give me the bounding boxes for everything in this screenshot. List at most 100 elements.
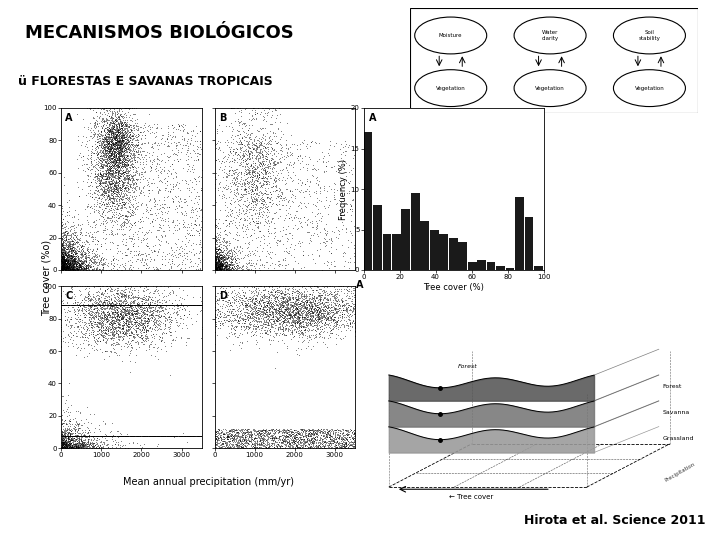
Point bbox=[104, 167, 116, 176]
Point bbox=[108, 187, 120, 196]
Point bbox=[214, 259, 225, 267]
Point bbox=[327, 436, 338, 445]
Point bbox=[128, 121, 140, 130]
Point bbox=[284, 313, 296, 321]
Point bbox=[323, 433, 335, 442]
Point bbox=[274, 442, 285, 451]
Point bbox=[119, 301, 130, 309]
Point bbox=[175, 432, 186, 441]
Point bbox=[107, 332, 119, 340]
Point bbox=[144, 300, 156, 309]
Point bbox=[113, 123, 125, 131]
Point bbox=[98, 313, 109, 321]
Point bbox=[297, 425, 308, 434]
Point bbox=[103, 133, 114, 141]
Point bbox=[148, 288, 159, 297]
Point bbox=[61, 257, 73, 266]
Point bbox=[81, 442, 92, 451]
Point bbox=[123, 320, 135, 329]
Point bbox=[57, 233, 68, 241]
Point bbox=[135, 309, 146, 318]
Point bbox=[102, 282, 113, 291]
Point bbox=[250, 201, 261, 210]
Point bbox=[176, 301, 188, 309]
Point bbox=[97, 159, 109, 168]
Point bbox=[231, 322, 243, 330]
Point bbox=[222, 138, 233, 146]
Point bbox=[121, 191, 132, 200]
Point bbox=[296, 304, 307, 313]
Point bbox=[210, 263, 222, 272]
Point bbox=[61, 253, 73, 261]
Point bbox=[184, 140, 196, 149]
Point bbox=[239, 176, 251, 184]
Point bbox=[102, 261, 114, 270]
Point bbox=[108, 259, 120, 267]
Point bbox=[240, 325, 251, 334]
Point bbox=[339, 430, 351, 439]
Point bbox=[120, 171, 132, 179]
Point bbox=[110, 166, 122, 174]
Point bbox=[251, 154, 262, 163]
Point bbox=[254, 299, 266, 307]
Point bbox=[343, 286, 354, 295]
Point bbox=[98, 168, 109, 177]
Point bbox=[77, 251, 89, 260]
Point bbox=[102, 169, 113, 178]
Point bbox=[121, 301, 132, 309]
Point bbox=[282, 311, 293, 320]
Point bbox=[117, 135, 129, 144]
Point bbox=[73, 435, 85, 444]
Point bbox=[274, 328, 286, 337]
Point bbox=[133, 301, 145, 309]
Point bbox=[105, 126, 117, 134]
Point bbox=[241, 222, 253, 231]
Point bbox=[81, 255, 92, 264]
Point bbox=[255, 316, 266, 325]
Point bbox=[230, 202, 241, 211]
Point bbox=[72, 265, 84, 274]
Point bbox=[150, 311, 162, 320]
Point bbox=[273, 434, 284, 442]
Point bbox=[66, 432, 78, 441]
Point bbox=[209, 264, 220, 272]
Point bbox=[134, 223, 145, 232]
Point bbox=[255, 159, 266, 168]
Point bbox=[107, 171, 118, 179]
Point bbox=[92, 170, 104, 178]
Point bbox=[94, 193, 105, 202]
Point bbox=[106, 145, 117, 153]
Point bbox=[237, 434, 248, 442]
Point bbox=[276, 438, 287, 447]
Point bbox=[120, 223, 132, 232]
Point bbox=[108, 128, 120, 137]
Point bbox=[67, 265, 78, 274]
Point bbox=[163, 432, 175, 441]
Point bbox=[263, 197, 274, 206]
Point bbox=[230, 309, 241, 318]
Point bbox=[220, 265, 232, 274]
Point bbox=[186, 153, 197, 161]
Point bbox=[261, 301, 273, 309]
Point bbox=[216, 437, 228, 445]
Point bbox=[258, 197, 269, 205]
Point bbox=[151, 301, 163, 309]
Point bbox=[210, 156, 222, 165]
Point bbox=[108, 139, 120, 147]
Point bbox=[109, 117, 120, 126]
Point bbox=[120, 299, 132, 308]
Point bbox=[98, 308, 109, 316]
Point bbox=[63, 262, 74, 271]
Point bbox=[55, 305, 67, 314]
Point bbox=[114, 104, 126, 112]
Point bbox=[58, 237, 69, 245]
Point bbox=[127, 202, 138, 211]
Point bbox=[217, 431, 229, 440]
Point bbox=[105, 150, 117, 158]
Point bbox=[114, 432, 125, 441]
Point bbox=[168, 180, 179, 188]
Point bbox=[156, 260, 168, 269]
Point bbox=[305, 312, 316, 321]
Point bbox=[127, 132, 138, 140]
Point bbox=[139, 301, 150, 309]
